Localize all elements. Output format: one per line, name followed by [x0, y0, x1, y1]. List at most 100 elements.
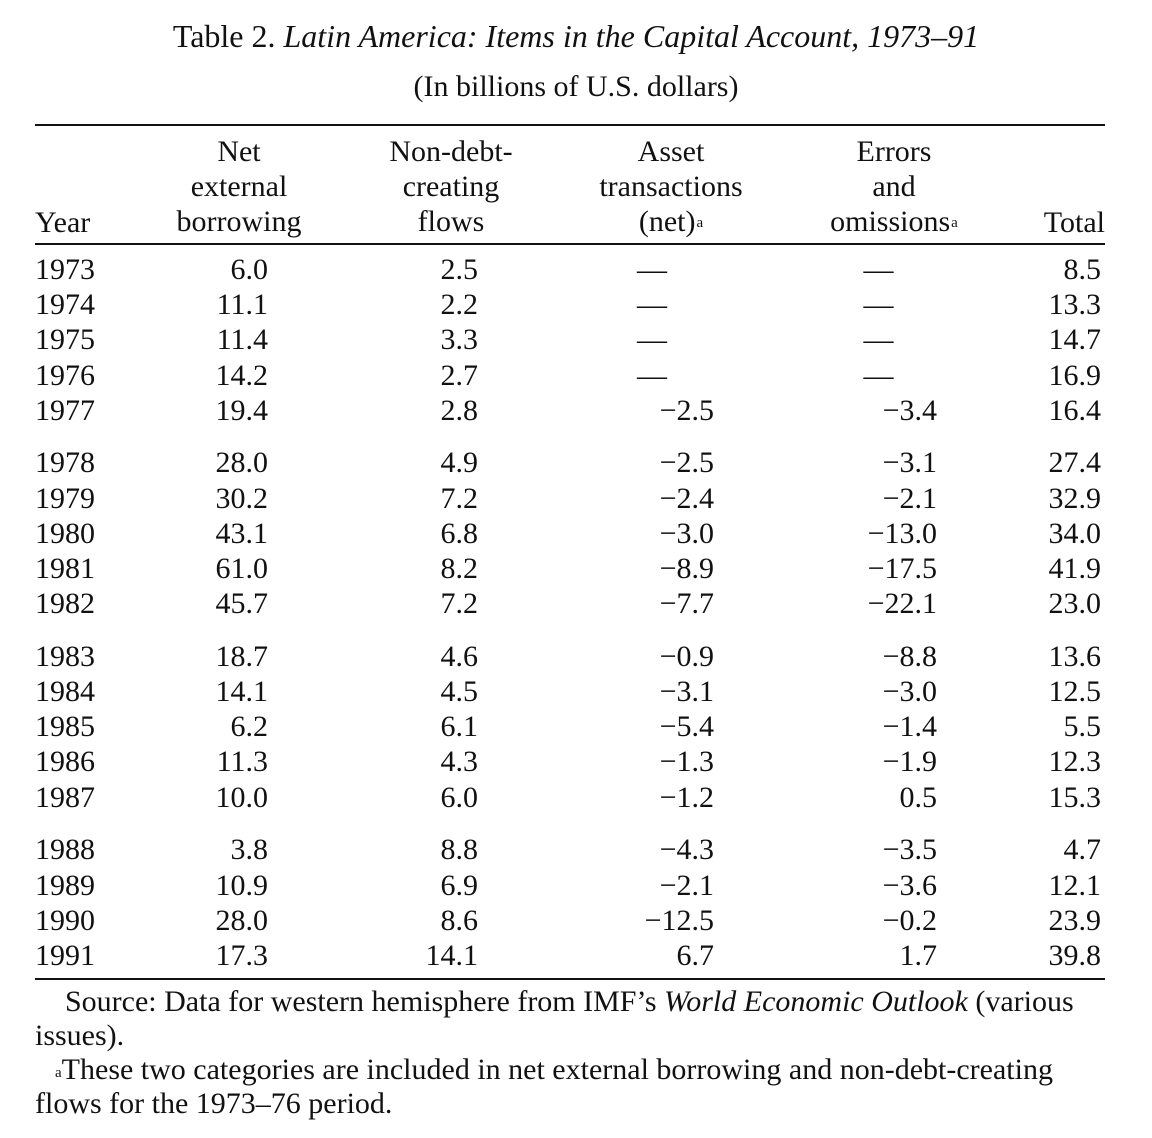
header-nondebt-line-3: flows	[417, 205, 485, 238]
cell-errors-and-omissions: 0.5	[899, 780, 938, 814]
cell-errors-and-omissions: —	[863, 323, 894, 357]
table-row: 1977 19.4 2.8 −2.5 −3.4 16.4	[0, 393, 1152, 428]
cell-year: 1978	[35, 446, 95, 480]
cell-year: 1983	[35, 639, 95, 673]
cell-net-external-borrowing: 11.4	[216, 323, 268, 357]
table-row: 1990 28.0 8.6 −12.5 −0.2 23.9	[0, 903, 1152, 938]
cell-total: 39.8	[1048, 938, 1102, 972]
top-rule	[35, 124, 1105, 126]
cell-net-external-borrowing: 11.1	[216, 288, 268, 322]
cell-non-debt-creating-flows: 8.2	[440, 552, 479, 585]
header-non-debt-creating-flows: Non-debt- creating flows	[360, 134, 542, 239]
cell-net-external-borrowing: 11.3	[216, 745, 268, 779]
table-notes: Source: Data for western hemisphere from…	[35, 985, 1110, 1121]
header-asset-line-2: transactions	[599, 170, 743, 203]
cell-errors-and-omissions: −8.8	[882, 639, 937, 673]
cell-net-external-borrowing: 14.2	[215, 358, 269, 392]
cell-errors-and-omissions: −3.6	[882, 868, 937, 902]
cell-non-debt-creating-flows: 2.7	[440, 358, 479, 392]
source-note-publication: World Economic Outlook	[664, 985, 968, 1018]
cell-asset-transactions: −2.4	[659, 481, 714, 515]
cell-year: 1990	[35, 903, 95, 937]
table-row: 1973 6.0 2.5 — — 8.5	[0, 252, 1152, 287]
cell-asset-transactions: −5.4	[659, 710, 714, 744]
cell-year: 1980	[35, 516, 95, 550]
cell-year: 1988	[35, 833, 95, 867]
cell-non-debt-creating-flows: 8.8	[440, 833, 479, 867]
cell-asset-transactions: −2.5	[659, 393, 714, 427]
cell-asset-transactions: −0.9	[659, 639, 714, 673]
cell-non-debt-creating-flows: 3.3	[440, 323, 479, 357]
table-row: 1984 14.1 4.5 −3.1 −3.0 12.5	[0, 674, 1152, 709]
cell-errors-and-omissions: −3.5	[882, 833, 937, 867]
cell-total: 5.5	[1063, 710, 1102, 744]
cell-non-debt-creating-flows: 6.8	[440, 516, 479, 550]
cell-year: 1984	[35, 675, 95, 709]
cell-net-external-borrowing: 6.0	[230, 253, 269, 286]
cell-net-external-borrowing: 45.7	[215, 587, 269, 621]
header-asset-line-1: Asset	[637, 135, 705, 168]
cell-net-external-borrowing: 61.0	[215, 552, 269, 585]
cell-year: 1977	[35, 393, 95, 427]
table-title: Table 2. Latin America: Items in the Cap…	[0, 16, 1152, 56]
cell-net-external-borrowing: 28.0	[215, 446, 269, 480]
cell-errors-and-omissions: −22.1	[867, 587, 937, 621]
cell-errors-and-omissions: —	[863, 288, 894, 322]
cell-asset-transactions: −12.5	[644, 903, 714, 937]
cell-non-debt-creating-flows: 7.2	[440, 481, 479, 515]
cell-total: 12.5	[1048, 675, 1102, 709]
cell-total: 34.0	[1048, 516, 1102, 550]
header-asset-line-3: (net)a	[580, 204, 762, 239]
cell-total: 4.7	[1063, 833, 1102, 867]
cell-year: 1987	[35, 780, 95, 814]
cell-non-debt-creating-flows: 14.1	[425, 938, 479, 972]
cell-net-external-borrowing: 28.0	[215, 903, 269, 937]
footnote-marker: a	[55, 1065, 62, 1081]
table-row: 1980 43.1 6.8 −3.0 −13.0 34.0	[0, 516, 1152, 551]
cell-asset-transactions: 6.7	[676, 938, 715, 972]
cell-year: 1985	[35, 710, 95, 744]
table-row: 1976 14.2 2.7 — — 16.9	[0, 358, 1152, 393]
cell-total: 23.9	[1048, 903, 1102, 937]
cell-year: 1974	[35, 288, 95, 322]
cell-errors-and-omissions: −1.4	[882, 710, 937, 744]
cell-asset-transactions: −3.1	[659, 675, 714, 709]
cell-total: 12.1	[1048, 868, 1102, 902]
cell-errors-and-omissions: −3.1	[882, 446, 937, 480]
cell-non-debt-creating-flows: 4.6	[440, 639, 479, 673]
header-year: Year	[35, 206, 91, 239]
cell-non-debt-creating-flows: 4.5	[440, 675, 479, 709]
cell-asset-transactions: —	[637, 288, 667, 322]
source-note-suffix: (various issues).	[35, 985, 1074, 1052]
cell-errors-and-omissions: 1.7	[899, 938, 938, 972]
table-row: 1986 11.3 4.3 −1.3 −1.9 12.3	[0, 744, 1152, 779]
cell-errors-and-omissions: −2.1	[882, 481, 937, 515]
cell-non-debt-creating-flows: 4.3	[440, 745, 479, 779]
table-row: 1982 45.7 7.2 −7.7 −22.1 23.0	[0, 586, 1152, 621]
cell-asset-transactions: −2.1	[659, 868, 714, 902]
cell-non-debt-creating-flows: 4.9	[440, 446, 479, 480]
cell-asset-transactions: −4.3	[659, 833, 714, 867]
cell-net-external-borrowing: 10.9	[215, 868, 269, 902]
cell-errors-and-omissions: −13.0	[867, 516, 937, 550]
table-row: 1991 17.3 14.1 6.7 1.7 39.8	[0, 938, 1152, 973]
cell-total: 8.5	[1063, 253, 1102, 286]
header-net-line-3: borrowing	[176, 205, 302, 238]
cell-errors-and-omissions: —	[863, 358, 894, 392]
cell-year: 1989	[35, 868, 95, 902]
cell-non-debt-creating-flows: 2.8	[440, 393, 479, 427]
cell-asset-transactions: —	[637, 253, 667, 286]
table-body: 1973 6.0 2.5— —8.5 1974 11.1 2.2— —13.3 1975 11.4…	[0, 252, 1152, 973]
cell-errors-and-omissions: −3.0	[882, 675, 937, 709]
cell-net-external-borrowing: 14.1	[215, 675, 269, 709]
header-net-external-borrowing: Net external borrowing	[150, 134, 328, 239]
cell-non-debt-creating-flows: 6.9	[440, 868, 479, 902]
cell-net-external-borrowing: 18.7	[215, 639, 269, 673]
table-row: 1979 30.2 7.2 −2.4 −2.1 32.9	[0, 481, 1152, 516]
cell-total: 15.3	[1048, 780, 1102, 814]
cell-net-external-borrowing: 3.8	[230, 833, 269, 867]
cell-net-external-borrowing: 30.2	[215, 481, 269, 515]
cell-asset-transactions: −8.9	[659, 552, 714, 585]
table-row: 1974 11.1 2.2 — — 13.3	[0, 287, 1152, 322]
